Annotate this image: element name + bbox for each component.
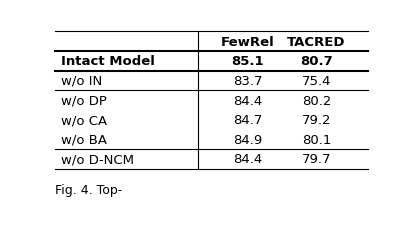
Text: w/o CA: w/o CA bbox=[61, 114, 107, 127]
Text: w/o BA: w/o BA bbox=[61, 133, 107, 146]
Text: 79.2: 79.2 bbox=[302, 114, 331, 127]
Text: 80.7: 80.7 bbox=[300, 55, 333, 68]
Text: 79.7: 79.7 bbox=[302, 153, 331, 166]
Text: FewRel: FewRel bbox=[221, 36, 275, 48]
Text: 85.1: 85.1 bbox=[232, 55, 264, 68]
Text: Intact Model: Intact Model bbox=[61, 55, 155, 68]
Text: w/o IN: w/o IN bbox=[61, 75, 102, 88]
Text: TACRED: TACRED bbox=[287, 36, 346, 48]
Text: 84.7: 84.7 bbox=[233, 114, 262, 127]
Text: w/o D-NCM: w/o D-NCM bbox=[61, 153, 134, 166]
Text: 83.7: 83.7 bbox=[233, 75, 262, 88]
Text: 84.4: 84.4 bbox=[233, 153, 262, 166]
Text: 80.1: 80.1 bbox=[302, 133, 331, 146]
Text: Fig. 4. Top-: Fig. 4. Top- bbox=[55, 183, 122, 196]
Text: 84.4: 84.4 bbox=[233, 94, 262, 107]
Text: 75.4: 75.4 bbox=[302, 75, 331, 88]
Text: w/o DP: w/o DP bbox=[61, 94, 107, 107]
Text: 80.2: 80.2 bbox=[302, 94, 331, 107]
Text: 84.9: 84.9 bbox=[233, 133, 262, 146]
